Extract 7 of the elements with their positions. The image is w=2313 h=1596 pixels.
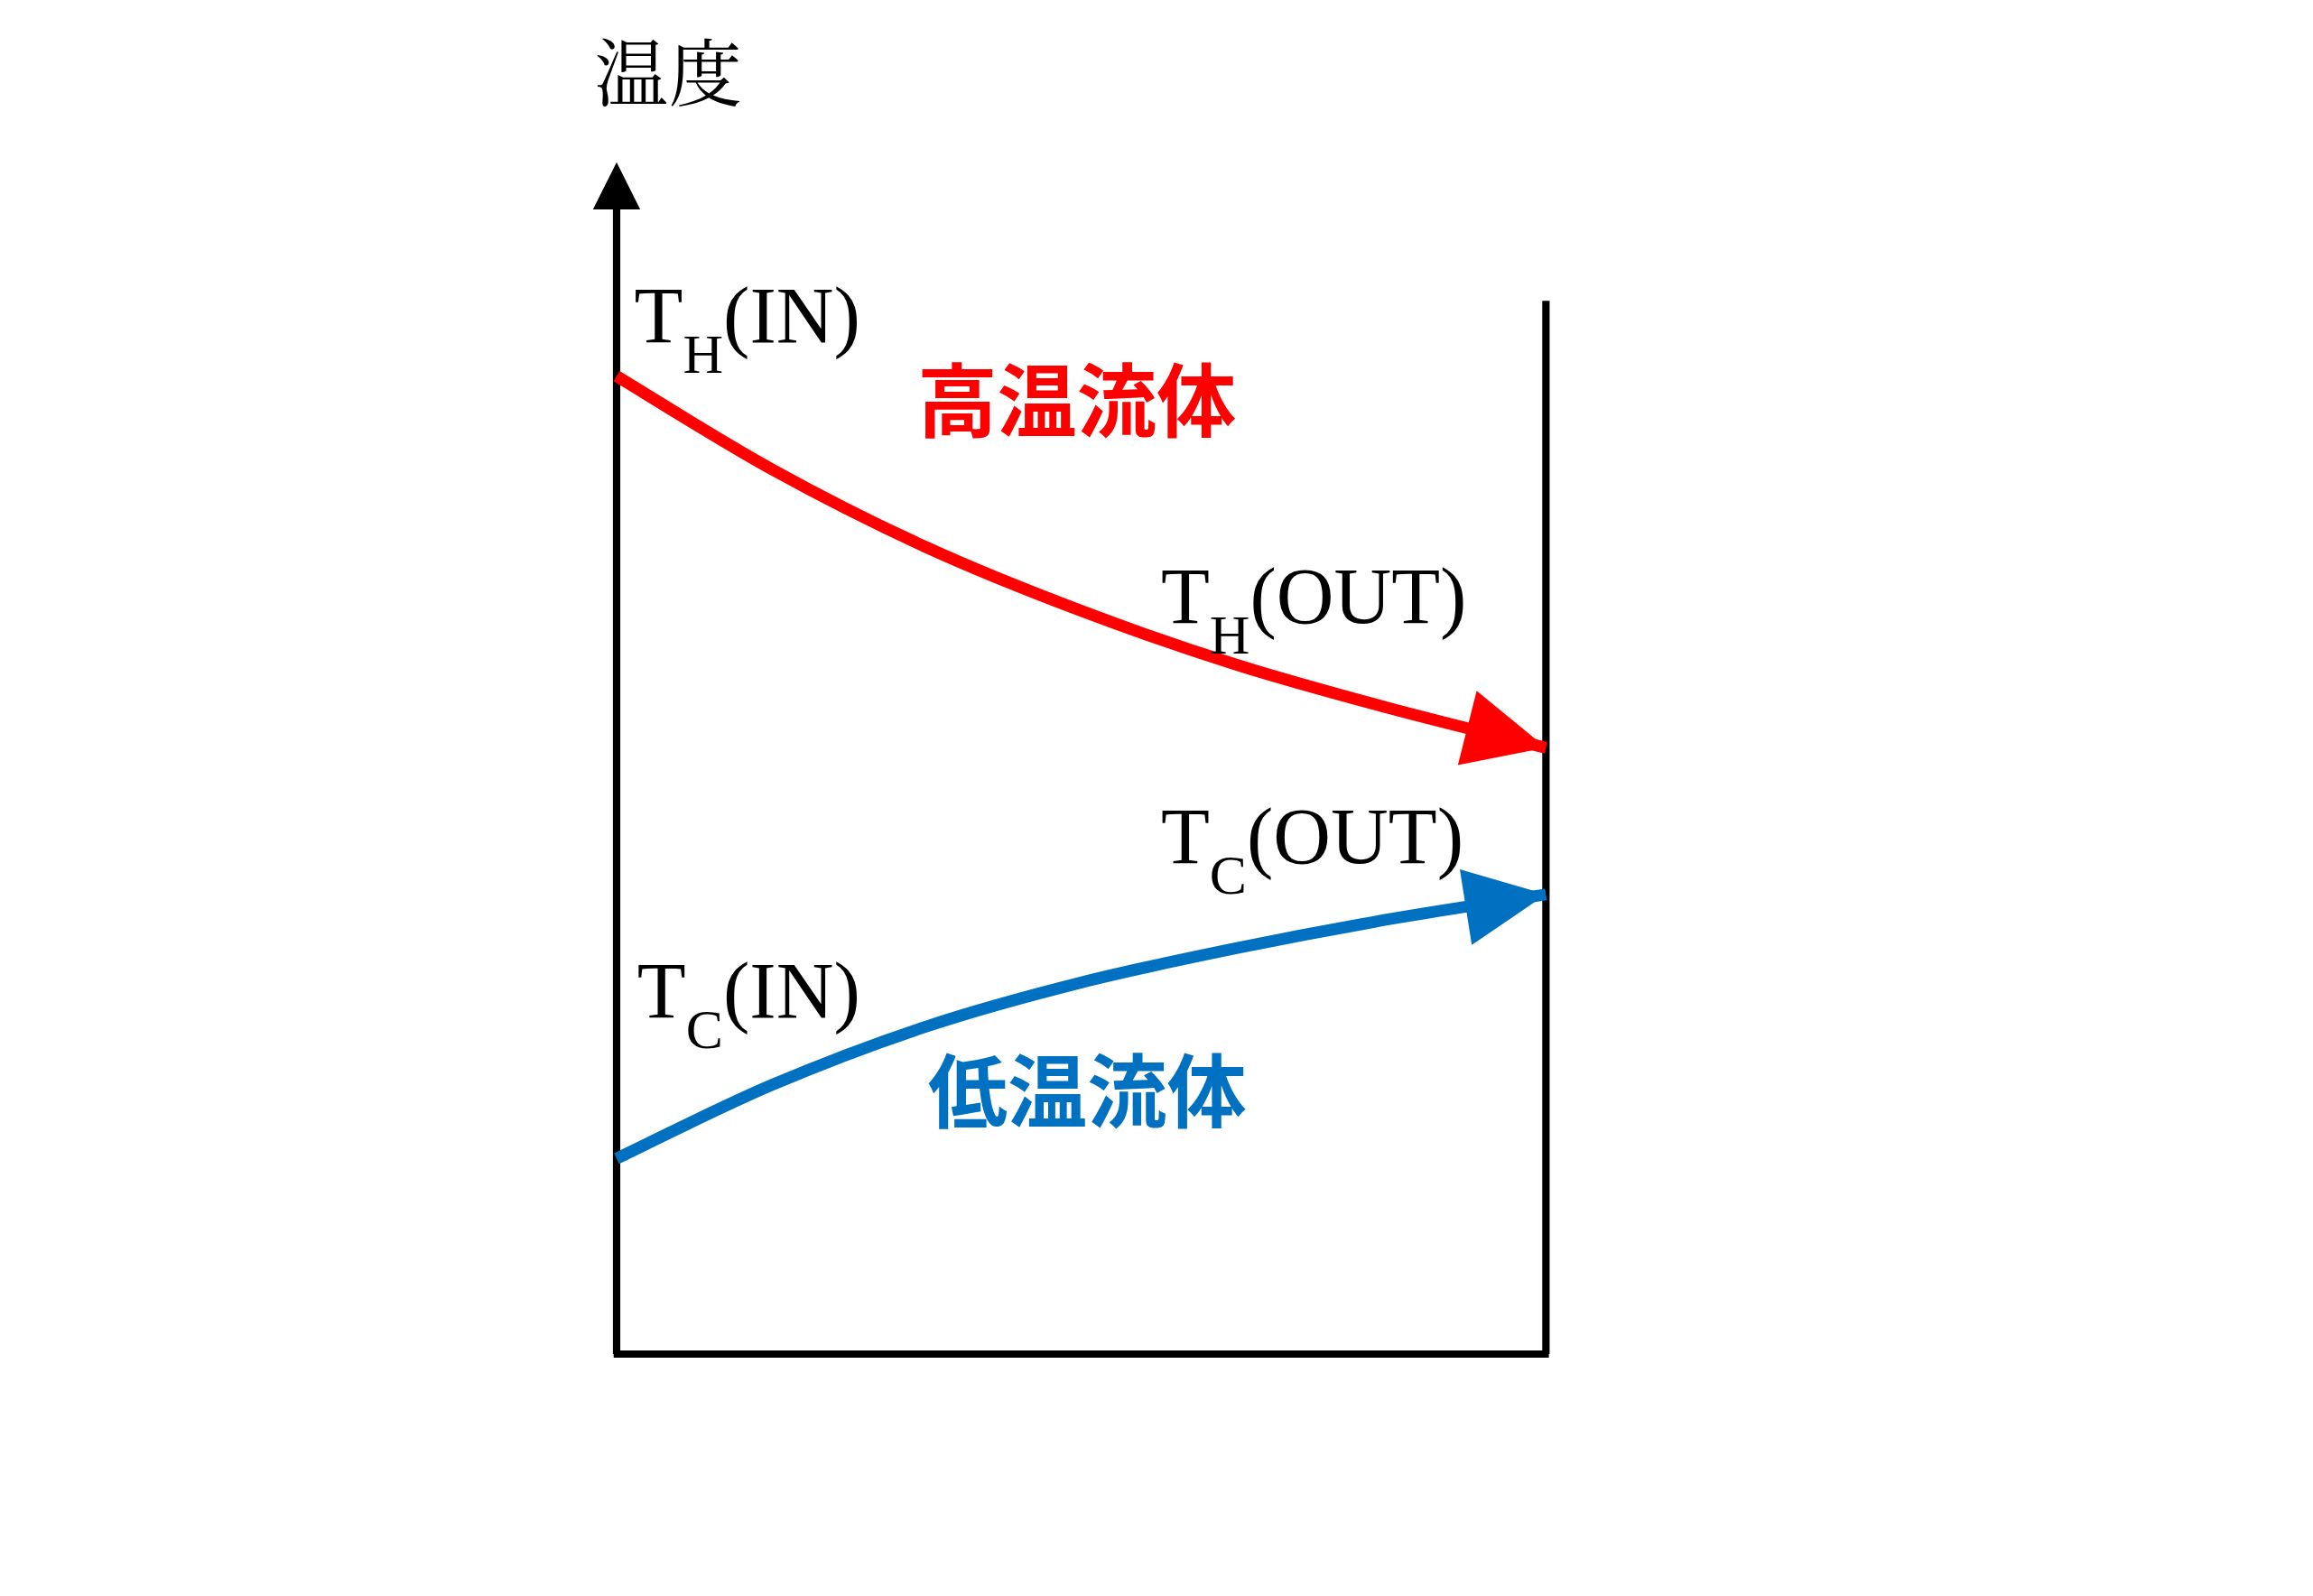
annotation: T$_{H}$(IN)	[634, 271, 860, 385]
annotation: T$_{C}$(IN)	[636, 946, 860, 1061]
series-label: 低温流体	[927, 1028, 1247, 1144]
y-axis-title: 温度	[594, 15, 742, 122]
annotation: T$_{C}$(OUT)	[1160, 791, 1464, 905]
series-label: 高温流体	[917, 339, 1237, 454]
annotation: T$_{H}$(OUT)	[1160, 551, 1467, 665]
